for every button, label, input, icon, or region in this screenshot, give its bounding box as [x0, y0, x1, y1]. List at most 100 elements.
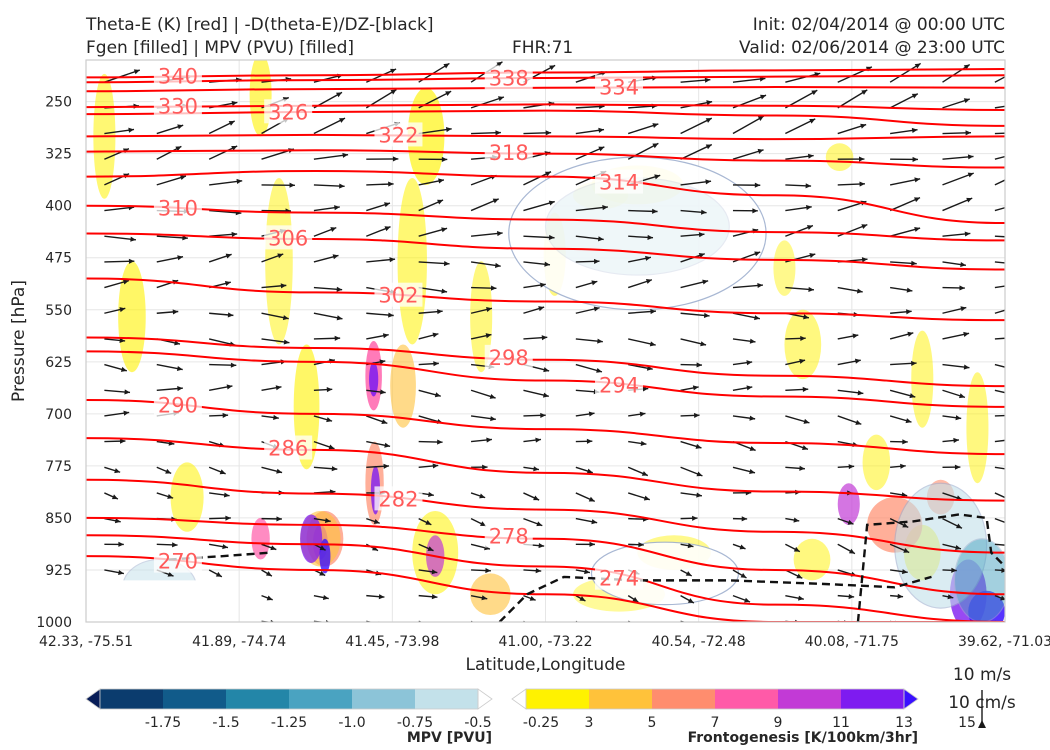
- wind-vector: [994, 206, 1005, 212]
- contour-label: 278: [489, 525, 529, 549]
- y-tick-label: 400: [45, 199, 72, 215]
- wind-vector: [889, 331, 914, 340]
- theta-e-contours: [86, 68, 1005, 622]
- wind-vector: [942, 594, 954, 600]
- wind-vector: [890, 286, 913, 293]
- wind-vector: [942, 98, 971, 109]
- fill-blob: [170, 462, 204, 532]
- y-tick-label: 625: [45, 355, 72, 371]
- wind-vector: [523, 492, 540, 501]
- contour-label: 290: [158, 394, 198, 418]
- wind-vector: [366, 594, 385, 600]
- fill-blob: [837, 483, 860, 525]
- wind-vector: [785, 594, 804, 601]
- theta-e-contour: [86, 437, 1005, 502]
- wind-vector: [261, 182, 295, 188]
- theta-e-contour: [86, 204, 1005, 242]
- theta-e-contour: [86, 68, 1005, 79]
- wind-vector: [471, 568, 491, 574]
- wind-vector: [680, 77, 711, 83]
- wind-vector: [994, 309, 1005, 314]
- wind-vector: [942, 285, 965, 291]
- wind-vector: [890, 593, 904, 599]
- wind-vector: [627, 123, 659, 135]
- colorbar-tick: 15: [958, 715, 976, 731]
- wind-vector: [470, 230, 503, 237]
- wind-vector: [942, 517, 963, 529]
- colorbar-tick: 7: [711, 715, 720, 731]
- wind-vector: [575, 338, 603, 344]
- y-tick-label: 475: [45, 251, 72, 267]
- wind-vector: [156, 386, 183, 392]
- wind-vector: [627, 595, 639, 603]
- wind-vector: [470, 517, 487, 527]
- fill-blob: [825, 143, 854, 172]
- wind-vector: [994, 439, 1005, 443]
- wind-vector: [366, 440, 391, 448]
- wind-vector: [994, 132, 1005, 135]
- wind-vector: [628, 542, 644, 548]
- wind-vector: [156, 492, 174, 499]
- wind-vector: [680, 440, 702, 449]
- wind-vector: [890, 156, 918, 162]
- wind-vector: [209, 312, 234, 318]
- wind-vector: [366, 181, 394, 187]
- wind-vector: [680, 595, 695, 604]
- wind-vector: [575, 517, 598, 525]
- wind-vector: [837, 389, 864, 396]
- wind-vector: [313, 254, 339, 263]
- wind-vector: [470, 492, 486, 499]
- contour-label: 310: [158, 196, 198, 220]
- contour-label-bg: [595, 565, 644, 590]
- wind-vector: [104, 235, 136, 242]
- wind-vector: [523, 282, 546, 289]
- stability-contour: [856, 513, 1005, 622]
- wind-vector: [156, 175, 187, 186]
- wind-vector: [156, 145, 182, 160]
- wind-vector: [942, 543, 962, 551]
- wind-vector: [785, 517, 800, 523]
- fill-blob: [470, 573, 511, 616]
- wind-vector: [313, 466, 338, 472]
- wind-vector: [261, 385, 282, 391]
- wind-vector: [523, 389, 549, 398]
- wind-vector: [471, 464, 488, 470]
- colorbar-tick: -1.25: [271, 715, 307, 731]
- theta-e-contour: [86, 534, 1005, 622]
- theta-e-contour: [86, 133, 1005, 141]
- wind-vector: [575, 363, 603, 373]
- fill-blob: [369, 361, 379, 397]
- contour-label-bg: [153, 548, 202, 573]
- wind-vector: [732, 182, 761, 188]
- wind-vector: [418, 227, 448, 237]
- wind-vector: [680, 492, 703, 498]
- wind-vector: [104, 541, 124, 547]
- contour-label: 306: [268, 226, 308, 250]
- y-tick-label: 250: [45, 95, 72, 111]
- wind-vector: [942, 231, 971, 237]
- contour-label-bg: [264, 99, 313, 124]
- wind-key-arrowhead: [978, 720, 986, 728]
- theta-e-contour: [86, 398, 1005, 456]
- contour-label: 334: [599, 76, 639, 100]
- wind-vector: [104, 337, 126, 343]
- contour-label-bg: [595, 74, 644, 99]
- contour-label-bg: [484, 523, 533, 548]
- contour-labels: 340 338 334 330 326 322 318 314 310 306 302 298 294 2…: [153, 63, 644, 591]
- wind-vector: [104, 466, 121, 474]
- wind-vector: [837, 464, 855, 470]
- wind-vector: [890, 569, 908, 575]
- wind-vector: [366, 257, 396, 263]
- wind-vector: [209, 362, 237, 368]
- colorbar-tick: 3: [585, 715, 594, 731]
- wind-vector: [104, 517, 121, 524]
- wind-vector: [418, 127, 452, 135]
- y-tick-label: 775: [45, 459, 72, 475]
- contour-label-bg: [264, 435, 313, 460]
- colorbar-title: Frontogenesis [K/100km/3hr]: [688, 730, 918, 746]
- wind-vector: [261, 312, 289, 321]
- contour-label: 318: [489, 141, 529, 165]
- wind-vector: [627, 279, 653, 289]
- wind-vector: [523, 335, 548, 341]
- theta-e-contour: [86, 336, 1005, 388]
